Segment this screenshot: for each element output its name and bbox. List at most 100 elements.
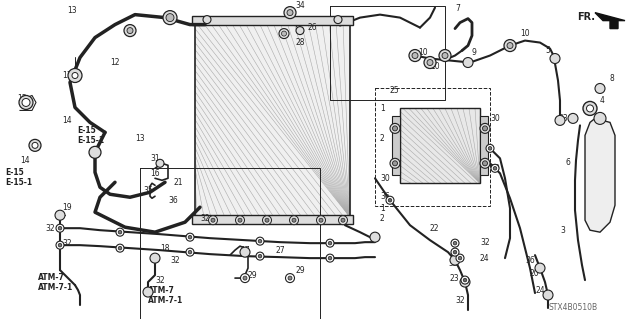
Text: 24: 24 bbox=[535, 286, 545, 294]
Text: 30: 30 bbox=[490, 164, 500, 173]
Circle shape bbox=[58, 226, 62, 230]
Circle shape bbox=[29, 139, 41, 151]
Circle shape bbox=[203, 16, 211, 24]
Circle shape bbox=[409, 49, 421, 62]
Circle shape bbox=[317, 216, 326, 225]
Text: 4: 4 bbox=[600, 96, 605, 105]
Text: 19: 19 bbox=[62, 203, 72, 212]
Circle shape bbox=[289, 216, 298, 225]
Circle shape bbox=[256, 252, 264, 260]
Circle shape bbox=[236, 216, 244, 225]
Circle shape bbox=[186, 233, 194, 241]
Circle shape bbox=[240, 247, 250, 257]
Text: 21: 21 bbox=[174, 178, 184, 187]
Text: ATM-7: ATM-7 bbox=[148, 286, 175, 294]
Text: 34: 34 bbox=[295, 1, 305, 10]
Circle shape bbox=[211, 218, 215, 222]
Text: 29: 29 bbox=[248, 271, 258, 279]
Text: 25: 25 bbox=[390, 86, 399, 95]
Text: 15: 15 bbox=[17, 94, 27, 103]
Text: 32: 32 bbox=[480, 238, 490, 247]
Circle shape bbox=[386, 196, 394, 204]
Polygon shape bbox=[195, 23, 350, 217]
Circle shape bbox=[118, 246, 122, 250]
Circle shape bbox=[89, 146, 101, 158]
Circle shape bbox=[296, 26, 304, 34]
Text: 32: 32 bbox=[200, 214, 210, 223]
Circle shape bbox=[328, 241, 332, 245]
Text: 27: 27 bbox=[275, 246, 285, 255]
Circle shape bbox=[460, 277, 470, 287]
Circle shape bbox=[543, 290, 553, 300]
Bar bbox=[400, 108, 480, 183]
Circle shape bbox=[56, 241, 64, 249]
Text: 36: 36 bbox=[380, 192, 390, 201]
Circle shape bbox=[583, 101, 597, 115]
Polygon shape bbox=[585, 118, 615, 232]
Circle shape bbox=[58, 243, 62, 247]
Text: 18: 18 bbox=[160, 244, 170, 253]
Circle shape bbox=[118, 230, 122, 234]
Circle shape bbox=[241, 274, 250, 283]
Text: 10: 10 bbox=[520, 29, 530, 38]
Circle shape bbox=[458, 256, 462, 260]
Text: 14: 14 bbox=[62, 116, 72, 125]
Circle shape bbox=[243, 276, 247, 280]
Text: 6: 6 bbox=[565, 158, 570, 167]
Circle shape bbox=[238, 218, 242, 222]
Polygon shape bbox=[400, 108, 480, 183]
Circle shape bbox=[127, 28, 133, 33]
Circle shape bbox=[282, 31, 287, 36]
Bar bbox=[195, 23, 350, 217]
Text: 1: 1 bbox=[380, 204, 385, 213]
Text: 22: 22 bbox=[430, 224, 440, 233]
Circle shape bbox=[442, 53, 448, 58]
Circle shape bbox=[568, 114, 578, 123]
Text: STX4B0510B: STX4B0510B bbox=[549, 303, 598, 312]
Circle shape bbox=[453, 250, 457, 254]
Text: 24: 24 bbox=[480, 254, 490, 263]
Circle shape bbox=[493, 167, 497, 170]
Text: 31: 31 bbox=[150, 154, 159, 163]
Circle shape bbox=[390, 123, 400, 133]
Circle shape bbox=[594, 112, 606, 124]
Circle shape bbox=[595, 84, 605, 93]
Circle shape bbox=[22, 99, 30, 107]
Text: FR.: FR. bbox=[577, 11, 595, 22]
Circle shape bbox=[535, 263, 545, 273]
Bar bbox=[192, 16, 353, 25]
Circle shape bbox=[491, 164, 499, 172]
Text: 32: 32 bbox=[170, 256, 180, 265]
Text: 32: 32 bbox=[448, 259, 458, 268]
Circle shape bbox=[412, 53, 418, 58]
Text: 30: 30 bbox=[380, 174, 390, 183]
Text: 36: 36 bbox=[168, 196, 178, 205]
Circle shape bbox=[288, 276, 292, 280]
Bar bbox=[480, 116, 488, 175]
Circle shape bbox=[124, 25, 136, 37]
Text: 30: 30 bbox=[490, 114, 500, 123]
Text: 14: 14 bbox=[20, 156, 29, 165]
Circle shape bbox=[439, 49, 451, 62]
Circle shape bbox=[339, 216, 348, 225]
Text: 32: 32 bbox=[455, 295, 465, 305]
Bar bbox=[192, 215, 353, 224]
Circle shape bbox=[166, 14, 174, 22]
Circle shape bbox=[486, 145, 494, 152]
Circle shape bbox=[284, 7, 296, 19]
Text: 17: 17 bbox=[240, 246, 250, 255]
Text: 3: 3 bbox=[560, 226, 565, 235]
Circle shape bbox=[188, 235, 192, 239]
Circle shape bbox=[427, 60, 433, 65]
Text: 11: 11 bbox=[62, 71, 72, 80]
Circle shape bbox=[209, 216, 218, 225]
Circle shape bbox=[334, 16, 342, 24]
Text: ATM-7-1: ATM-7-1 bbox=[38, 283, 73, 292]
Circle shape bbox=[586, 105, 593, 112]
Circle shape bbox=[392, 161, 397, 166]
Circle shape bbox=[504, 40, 516, 52]
Circle shape bbox=[424, 56, 436, 69]
Circle shape bbox=[463, 278, 467, 282]
Text: 35: 35 bbox=[143, 186, 153, 195]
Circle shape bbox=[480, 158, 490, 168]
